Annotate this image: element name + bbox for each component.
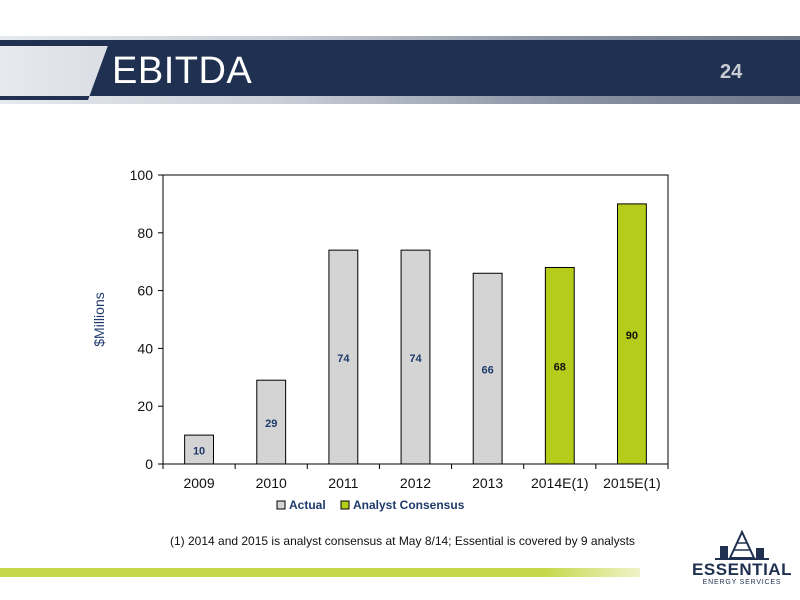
essential-logo: ESSENTIAL ENERGY SERVICES: [690, 528, 794, 596]
logo-tagline: ENERGY SERVICES: [702, 579, 782, 586]
logo-wordmark: ESSENTIAL: [692, 560, 792, 579]
x-tick-label: 2014E(1): [531, 475, 589, 491]
bar-2009: [184, 434, 214, 465]
bar-2014E(1): [544, 266, 575, 465]
bar-2015E(1): [617, 203, 647, 465]
x-tick-label: 2009: [183, 475, 214, 491]
data-label-2013: 66: [482, 365, 494, 377]
bar-2010: [256, 379, 287, 465]
legend-swatch-1: [340, 500, 350, 510]
data-label-2011: 74: [337, 353, 350, 365]
x-tick-label: 2011: [328, 475, 358, 491]
data-label-2012: 74: [409, 353, 422, 365]
legend-swatch-0: [276, 500, 286, 510]
y-tick-label: 100: [130, 167, 154, 183]
y-tick-label: 40: [137, 340, 153, 356]
bar-2013: [472, 272, 503, 465]
bottom-accent-bar: [0, 568, 640, 577]
y-tick-label: 80: [137, 225, 153, 241]
slide-title: EBITDA: [112, 50, 253, 92]
bar-2011: [328, 249, 359, 465]
x-tick-label: 2013: [472, 475, 503, 491]
page-number: 24: [720, 61, 743, 83]
data-label-2015E(1): 90: [626, 330, 638, 342]
x-tick-label: 2015E(1): [603, 475, 661, 491]
y-axis-label: $Millions: [91, 292, 107, 346]
data-label-2014E(1): 68: [554, 362, 566, 374]
x-tick-label: 2010: [256, 475, 287, 491]
legend-label-1: Analyst Consensus: [353, 498, 465, 512]
bar-2012: [400, 249, 431, 465]
data-label-2010: 29: [265, 418, 277, 430]
y-tick-label: 60: [137, 283, 153, 299]
footnote: (1) 2014 and 2015 is analyst consensus a…: [170, 534, 635, 548]
header-banner: [0, 36, 800, 104]
x-tick-label: 2012: [400, 475, 431, 491]
legend-label-0: Actual: [289, 498, 326, 512]
y-tick-label: 0: [145, 456, 153, 472]
data-label-2009: 10: [193, 446, 205, 458]
y-tick-label: 20: [137, 398, 153, 414]
derrick-icon: [715, 529, 769, 560]
